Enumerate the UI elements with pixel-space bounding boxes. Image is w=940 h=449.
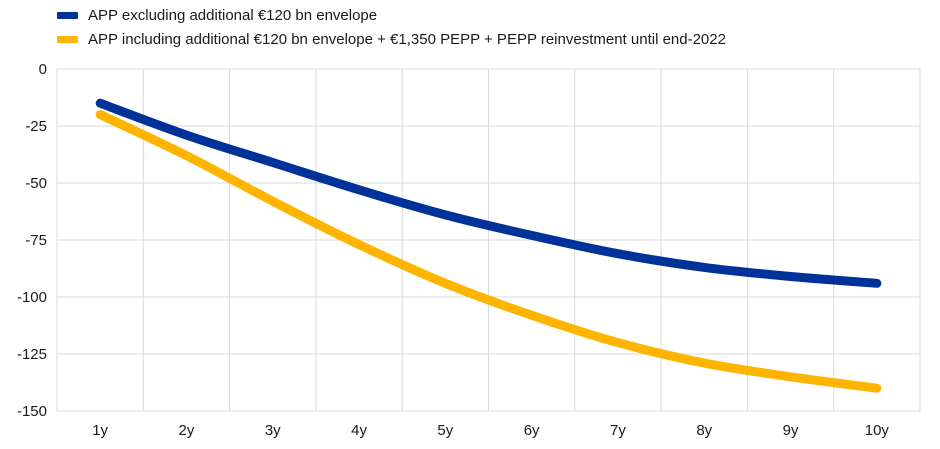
x-axis-tick-label: 5y bbox=[437, 422, 453, 439]
x-axis-tick-label: 10y bbox=[865, 422, 890, 439]
legend-swatch-blue-icon bbox=[57, 12, 78, 19]
series-line-blue bbox=[95, 98, 882, 288]
x-axis-tick-label: 1y bbox=[92, 422, 108, 439]
legend-item-yellow: APP including additional €120 bn envelop… bbox=[57, 30, 726, 49]
y-axis-tick-label: -125 bbox=[17, 346, 47, 363]
y-axis-tick-label: 0 bbox=[39, 61, 47, 78]
x-axis-tick-label: 2y bbox=[179, 422, 195, 439]
x-axis-tick-label: 3y bbox=[265, 422, 281, 439]
chart-legend: APP excluding additional €120 bn envelop… bbox=[57, 6, 726, 49]
x-axis-tick-label: 7y bbox=[610, 422, 626, 439]
legend-swatch-yellow-icon bbox=[57, 36, 78, 43]
x-axis-tick-label: 8y bbox=[696, 422, 712, 439]
legend-item-blue: APP excluding additional €120 bn envelop… bbox=[57, 6, 726, 25]
x-axis-tick-label: 4y bbox=[351, 422, 367, 439]
series-line-yellow bbox=[95, 110, 882, 393]
y-axis-tick-label: -50 bbox=[25, 175, 47, 192]
y-axis-tick-label: -75 bbox=[25, 232, 47, 249]
x-axis-tick-label: 6y bbox=[524, 422, 540, 439]
y-axis-tick-label: -150 bbox=[17, 403, 47, 420]
x-axis-tick-label: 9y bbox=[783, 422, 799, 439]
legend-label-blue: APP excluding additional €120 bn envelop… bbox=[88, 7, 378, 24]
y-axis-tick-label: -100 bbox=[17, 289, 47, 306]
y-axis-tick-label: -25 bbox=[25, 118, 47, 135]
legend-label-yellow: APP including additional €120 bn envelop… bbox=[88, 31, 726, 48]
